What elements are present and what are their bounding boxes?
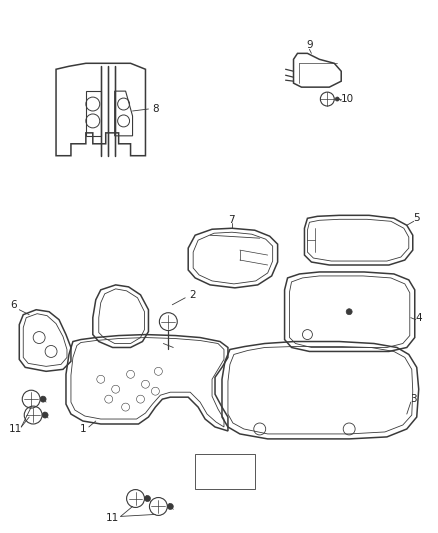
Text: 11: 11 [106,513,119,523]
Text: 11: 11 [9,424,22,434]
Text: 9: 9 [306,41,313,51]
Circle shape [145,496,150,502]
Circle shape [335,97,339,101]
Text: 1: 1 [80,424,86,434]
Text: 10: 10 [341,94,354,104]
Circle shape [40,396,46,402]
Text: 3: 3 [410,394,417,404]
Text: 8: 8 [152,104,159,114]
Text: 5: 5 [413,213,420,223]
Circle shape [167,504,173,510]
Circle shape [346,309,352,314]
Text: 4: 4 [415,313,422,322]
Circle shape [42,412,48,418]
Text: 7: 7 [229,215,235,225]
Text: 6: 6 [10,300,17,310]
Text: 2: 2 [189,290,195,300]
